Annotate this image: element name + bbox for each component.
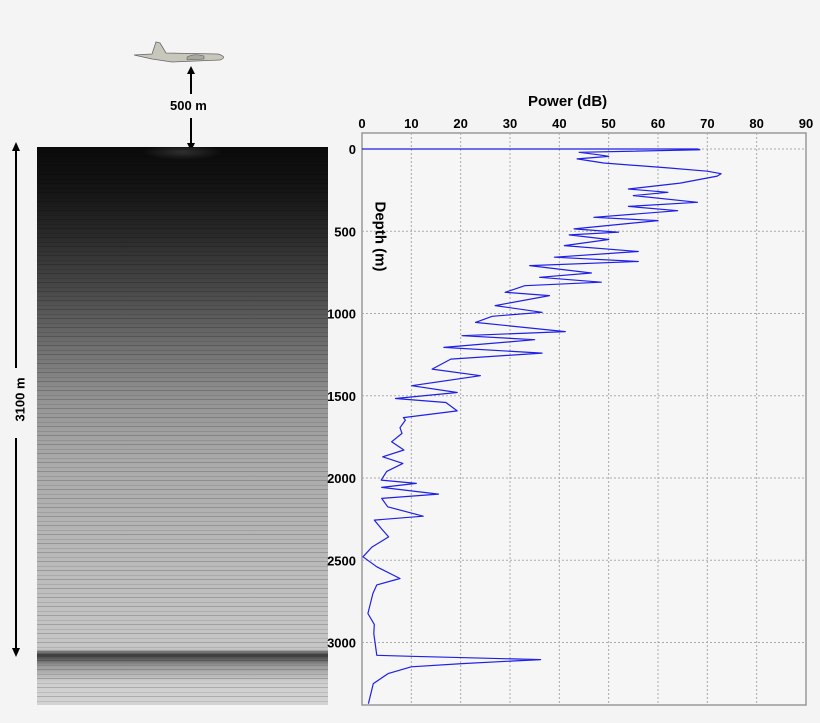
airplane-icon bbox=[133, 41, 224, 63]
altitude-label: 500 m bbox=[170, 98, 207, 113]
thickness-arrow bbox=[12, 142, 20, 657]
x-tick-label: 10 bbox=[404, 116, 418, 131]
thickness-label: 3100 m bbox=[12, 377, 28, 422]
y-tick-label: 0 bbox=[349, 142, 356, 157]
y-tick-label: 500 bbox=[334, 224, 356, 239]
power-series-line bbox=[362, 148, 722, 704]
x-tick-label: 30 bbox=[503, 116, 517, 131]
x-tick-label: 50 bbox=[601, 116, 615, 131]
x-tick-label: 80 bbox=[749, 116, 763, 131]
x-axis-label: Power (dB) bbox=[528, 93, 608, 110]
x-tick-label: 40 bbox=[552, 116, 566, 131]
y-tick-label: 3000 bbox=[327, 636, 356, 651]
radargram-image bbox=[37, 147, 328, 705]
y-tick-label: 1500 bbox=[327, 389, 356, 404]
y-tick-label: 2000 bbox=[327, 471, 356, 486]
x-tick-label: 60 bbox=[651, 116, 665, 131]
plot-area bbox=[361, 132, 807, 706]
y-axis-label: Depth (m) bbox=[371, 201, 389, 272]
x-tick-label: 70 bbox=[700, 116, 714, 131]
y-tick-label: 1000 bbox=[327, 307, 356, 322]
x-tick-label: 20 bbox=[453, 116, 467, 131]
x-tick-label: 90 bbox=[799, 116, 813, 131]
x-tick-label: 0 bbox=[358, 116, 365, 131]
y-tick-label: 2500 bbox=[327, 553, 356, 568]
